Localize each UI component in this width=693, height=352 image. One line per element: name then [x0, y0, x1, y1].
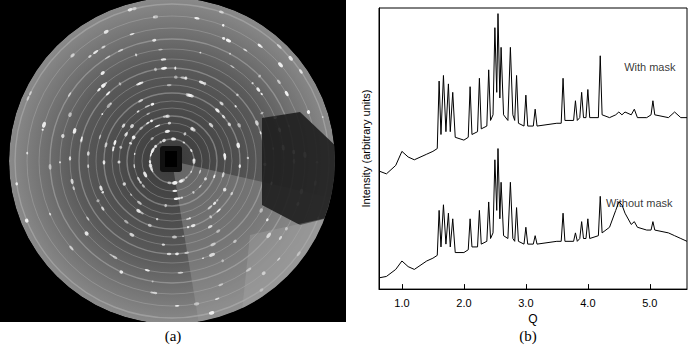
html-text:(a): (a) [164, 328, 182, 344]
svg-text:Without mask: Without mask [606, 197, 673, 209]
svg-text:Q: Q [528, 312, 537, 326]
html-text:(b): (b) [519, 328, 537, 344]
svg-text:Intensity (arbitrary units): Intensity (arbitrary units) [360, 90, 372, 208]
svg-text:5.0: 5.0 [642, 297, 657, 309]
svg-text:2.0: 2.0 [456, 297, 471, 309]
svg-text:With mask: With mask [624, 61, 676, 73]
svg-text:1.0: 1.0 [394, 297, 409, 309]
svg-text:4.0: 4.0 [580, 297, 595, 309]
svg-text:3.0: 3.0 [518, 297, 533, 309]
